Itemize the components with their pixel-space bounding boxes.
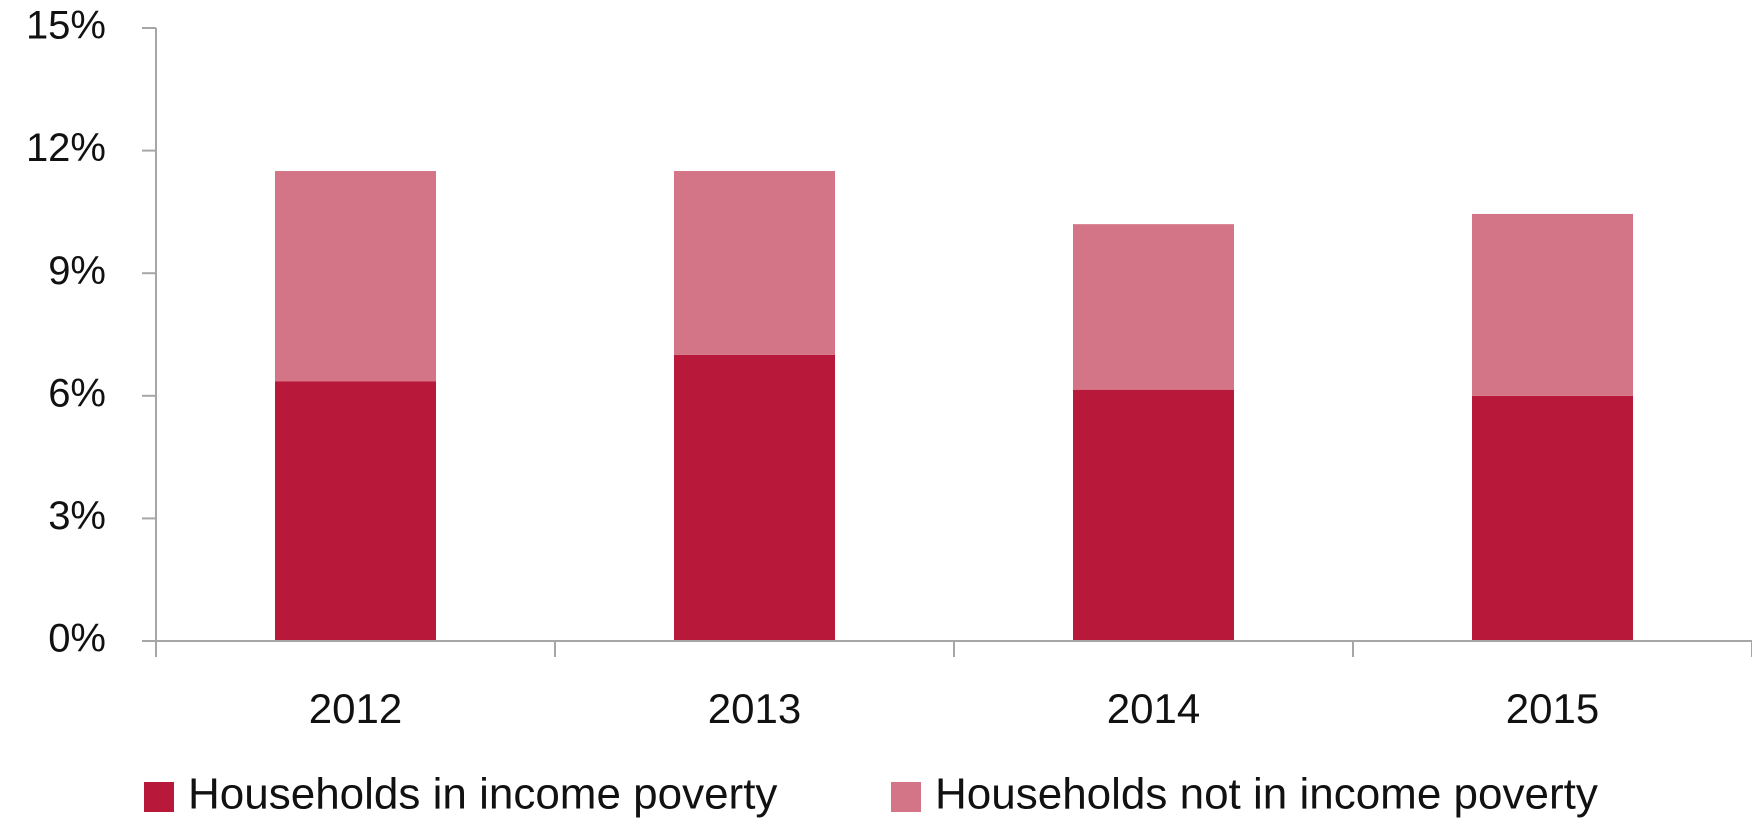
legend: Households in income poverty Households n…: [144, 770, 1598, 819]
y-tick-label: 9%: [48, 249, 106, 293]
bar-2012-series-1: [275, 381, 436, 641]
x-tick-label-2012: 2012: [309, 685, 402, 732]
legend-swatch: [144, 782, 174, 812]
bar-2013-series-2: [674, 171, 835, 355]
legend-label: Households in income poverty: [188, 770, 777, 819]
y-tick-label: 0%: [48, 617, 106, 661]
x-ticks-layer: 2012 2013 2014 2015: [155, 641, 1752, 732]
bar-2013-series-1: [674, 354, 835, 641]
legend-swatch: [891, 782, 921, 812]
y-tick-label: 12%: [26, 126, 106, 170]
x-tick-label-2015: 2015: [1506, 685, 1599, 732]
bars-layer: [275, 171, 1633, 641]
y-tick-label: 15%: [26, 4, 106, 48]
bar-2012-series-2: [275, 171, 436, 382]
legend-item-2: Households not in income poverty: [891, 770, 1598, 819]
legend-label: Households not in income poverty: [935, 770, 1598, 819]
y-ticks-layer: 0% 3% 6% 9% 12% 15%: [26, 4, 156, 661]
x-tick-label-2013: 2013: [708, 685, 801, 732]
y-tick-label: 6%: [48, 371, 106, 415]
y-tick-label: 3%: [48, 494, 106, 538]
legend-item-1: Households in income poverty: [144, 770, 777, 819]
bar-2015-series-2: [1472, 213, 1633, 396]
bar-2015-series-1: [1472, 395, 1633, 641]
bar-2014-series-1: [1073, 389, 1234, 641]
x-tick-label-2014: 2014: [1107, 685, 1200, 732]
bar-2014-series-2: [1073, 224, 1234, 390]
